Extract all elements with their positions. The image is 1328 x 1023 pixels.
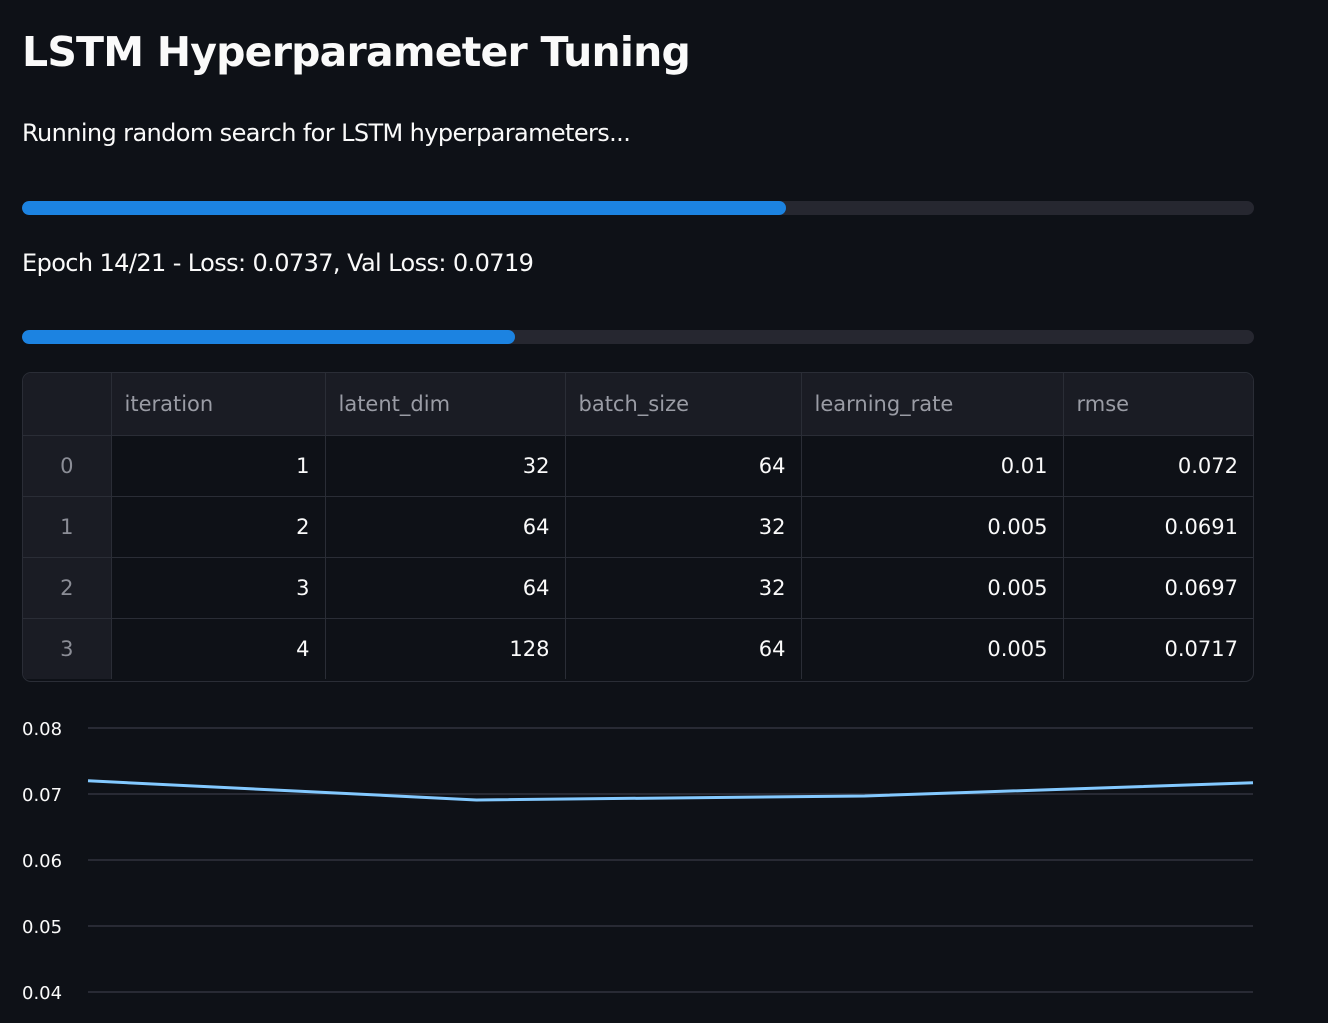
cell-rmse[interactable]: 0.0717 <box>1164 636 1238 661</box>
column-header-rmse[interactable]: rmse <box>1063 373 1253 436</box>
cell-iteration[interactable]: 1 <box>111 435 326 497</box>
cell-learning-rate[interactable]: 0.005 <box>801 618 1064 679</box>
cell-batch-size[interactable]: 32 <box>565 557 802 619</box>
page-title: LSTM Hyperparameter Tuning <box>22 28 691 76</box>
cell-latent-dim[interactable]: 64 <box>325 496 566 558</box>
cell-learning-rate[interactable]: 0.005 <box>801 496 1064 558</box>
epoch-status-text: Epoch 14/21 - Loss: 0.0737, Val Loss: 0.… <box>22 249 534 277</box>
cell-latent-dim[interactable]: 32 <box>325 435 566 497</box>
y-tick-label: 0.04 <box>22 983 62 1004</box>
cell-iteration[interactable]: 3 <box>111 557 326 619</box>
table-header-row: iteration latent_dim batch_size learning… <box>23 373 1253 436</box>
cell-latent-dim[interactable]: 128 <box>325 618 566 679</box>
epoch-progress-bar <box>22 330 1254 344</box>
column-header-batch-size[interactable]: batch_size <box>565 373 802 436</box>
cell-batch-size[interactable]: 64 <box>565 618 802 679</box>
row-index[interactable]: 1 <box>23 496 112 558</box>
y-tick-label: 0.05 <box>22 917 62 938</box>
search-status-text: Running random search for LSTM hyperpara… <box>22 119 631 147</box>
column-header-latent-dim[interactable]: latent_dim <box>325 373 566 436</box>
row-index[interactable]: 2 <box>23 557 112 619</box>
cell-latent-dim[interactable]: 64 <box>325 557 566 619</box>
column-header-learning-rate[interactable]: learning_rate <box>801 373 1064 436</box>
table-row: 2 3 64 32 0.005 0.0697 <box>23 557 1253 619</box>
y-tick-label: 0.06 <box>22 851 62 872</box>
table-row: 1 2 64 32 0.005 0.0691 <box>23 496 1253 558</box>
cell-rmse[interactable]: 0.0697 <box>1063 557 1253 619</box>
results-dataframe: iteration latent_dim batch_size learning… <box>23 373 1253 679</box>
y-tick-label: 0.07 <box>22 785 62 806</box>
column-header-iteration[interactable]: iteration <box>111 373 326 436</box>
table-row: 3 4 128 64 0.005 0.0717 <box>23 618 1253 679</box>
cell-rmse[interactable]: 0.0691 <box>1063 496 1253 558</box>
row-index[interactable]: 3 <box>23 618 112 679</box>
cell-learning-rate[interactable]: 0.005 <box>801 557 1064 619</box>
epoch-progress-fill <box>22 330 515 344</box>
rmse-line-chart[interactable]: 0.08 0.07 0.06 0.05 0.04 <box>0 700 1328 1023</box>
rmse-series-line[interactable] <box>87 779 1254 802</box>
cell-iteration[interactable]: 4 <box>111 618 326 679</box>
search-progress-fill <box>22 201 786 215</box>
cell-iteration[interactable]: 2 <box>111 496 326 558</box>
search-progress-bar <box>22 201 1254 215</box>
cell-rmse[interactable]: 0.072 <box>1063 435 1253 497</box>
column-header-index[interactable] <box>23 373 112 436</box>
y-tick-label: 0.08 <box>22 719 62 740</box>
table-row: 0 1 32 64 0.01 0.072 <box>23 435 1253 497</box>
results-table[interactable]: iteration latent_dim batch_size learning… <box>22 372 1254 682</box>
cell-batch-size[interactable]: 32 <box>565 496 802 558</box>
cell-learning-rate[interactable]: 0.01 <box>801 435 1064 497</box>
row-index[interactable]: 0 <box>23 435 112 497</box>
cell-batch-size[interactable]: 64 <box>565 435 802 497</box>
